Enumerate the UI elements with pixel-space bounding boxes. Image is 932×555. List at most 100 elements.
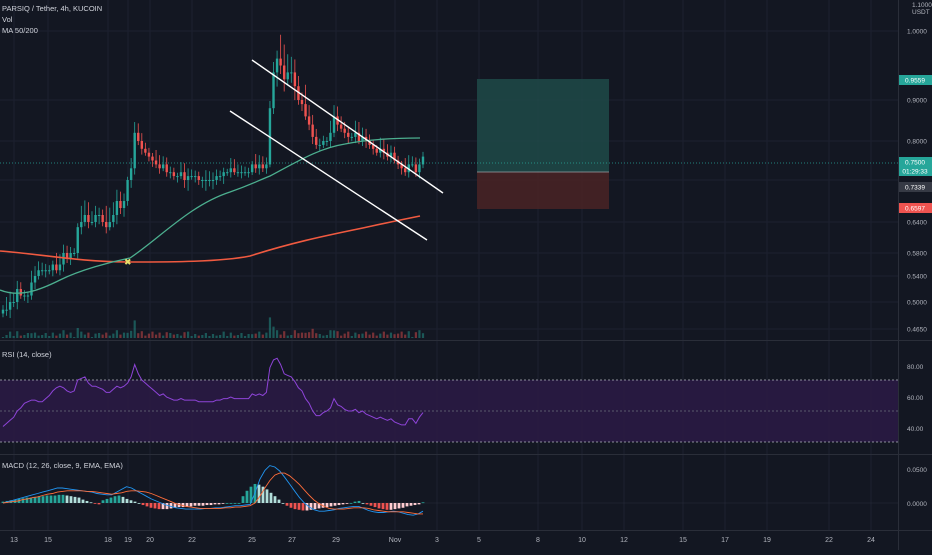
price-tick-1: 0.9000 [907, 98, 927, 105]
candle-body [418, 164, 421, 173]
macd-hist-bar [189, 503, 193, 507]
macd-hist-bar [241, 496, 245, 503]
price-tick-top: 1.1000 [912, 2, 932, 9]
macd-hist-bar [237, 503, 241, 504]
ma50-line [0, 137, 421, 294]
time-tick-18: 22 [825, 537, 833, 544]
volume-bar [5, 335, 8, 338]
candle-body [304, 104, 307, 117]
candle-body [368, 141, 371, 145]
macd-hist-bar [169, 503, 173, 509]
macd-hist-bar [121, 496, 125, 503]
candle-body [414, 164, 418, 173]
volume-bar [62, 330, 65, 338]
volume-bar [382, 331, 385, 338]
macd-hist-bar [405, 503, 409, 507]
price-tick-4: 0.6400 [907, 220, 927, 227]
volume-bar [357, 334, 361, 338]
candle-body [65, 253, 69, 259]
volume-bar [12, 336, 15, 338]
time-tick-2: 18 [104, 537, 112, 544]
macd-hist-bar [201, 503, 205, 506]
time-tick-15: 15 [679, 537, 687, 544]
macd-hist-bar [325, 503, 329, 508]
candle-body [5, 309, 8, 311]
time-tick-1: 15 [44, 537, 52, 544]
macd-hist-bar [313, 503, 317, 510]
macd-hist-bar [185, 503, 189, 507]
ma-legend[interactable]: MA 50/200 [2, 26, 38, 35]
candle-body [307, 116, 311, 125]
volume-bar [147, 333, 151, 338]
macd-hist-bar [269, 492, 273, 503]
time-tick-9: Nov [389, 537, 402, 544]
candle-body [293, 72, 297, 87]
macd-hist-bar [245, 490, 249, 503]
candle-body [23, 295, 26, 297]
macd-hist-bar [369, 503, 373, 506]
volume-bar [332, 330, 336, 338]
ma-cross-marker: ✖ [124, 258, 132, 268]
rsi-tick-0: 80.00 [907, 364, 924, 371]
volume-bar [407, 331, 410, 338]
volume-bar [236, 335, 240, 338]
volume-bar [172, 334, 175, 338]
candle-body [44, 270, 47, 272]
volume-bar [364, 331, 368, 338]
macd-legend[interactable]: MACD (12, 26, close, 9, EMA, EMA) [2, 461, 123, 470]
volume-bar [350, 336, 353, 338]
volume-bar [119, 334, 122, 338]
volume-bar [165, 332, 168, 338]
pane-separator-rsi[interactable] [0, 340, 932, 341]
candle-body [361, 136, 364, 141]
time-tick-5: 22 [188, 537, 196, 544]
candle-body [354, 132, 357, 137]
macd-hist-bar [45, 495, 49, 503]
volume-bar [258, 331, 261, 338]
volume-bar [158, 332, 161, 338]
macd-hist-bar [109, 497, 113, 503]
candle-body [279, 58, 282, 66]
volume-bar [9, 331, 12, 338]
vol-legend[interactable]: Vol [2, 15, 13, 24]
volume-bar [233, 335, 236, 338]
macd-hist-bar [365, 503, 369, 505]
volume-bar [69, 332, 72, 338]
price-tick-0: 1.0000 [907, 29, 927, 36]
candle-body [48, 270, 51, 272]
macd-hist-bar [329, 503, 333, 507]
pane-separator-macd[interactable] [0, 454, 932, 455]
candle-body [154, 160, 158, 165]
candle-body [208, 180, 211, 181]
volume-bar [80, 331, 83, 338]
volume-bar [286, 335, 289, 338]
price-axis[interactable] [898, 0, 932, 550]
channel-upper [251, 59, 444, 194]
macd-hist-bar [145, 503, 149, 507]
symbol-legend[interactable]: PARSIQ / Tether, 4h, KUCOIN [2, 4, 103, 13]
volume-bar [33, 332, 37, 338]
volume-bar [98, 333, 101, 338]
volume-bar [308, 332, 311, 338]
macd-hist-bar [257, 484, 261, 503]
candle-body [254, 164, 257, 169]
rsi-tick-1: 60.00 [907, 395, 924, 402]
candle-body [115, 201, 119, 215]
volume-bar [55, 335, 58, 338]
candle-body [290, 72, 293, 74]
candle-body [30, 282, 33, 296]
volume-bar [76, 328, 79, 338]
candle-body [329, 132, 332, 141]
volume-bar [87, 332, 90, 338]
macd-hist-bar [129, 500, 133, 503]
volume-bar [389, 332, 393, 338]
candle-body [1, 309, 5, 314]
rsi-legend[interactable]: RSI (14, close) [2, 350, 52, 359]
macd-hist-bar [21, 498, 25, 503]
macd-hist-bar [53, 495, 57, 503]
price-label-bg-1 [899, 157, 932, 167]
candle-body [190, 176, 193, 178]
ma200-line [0, 215, 421, 263]
